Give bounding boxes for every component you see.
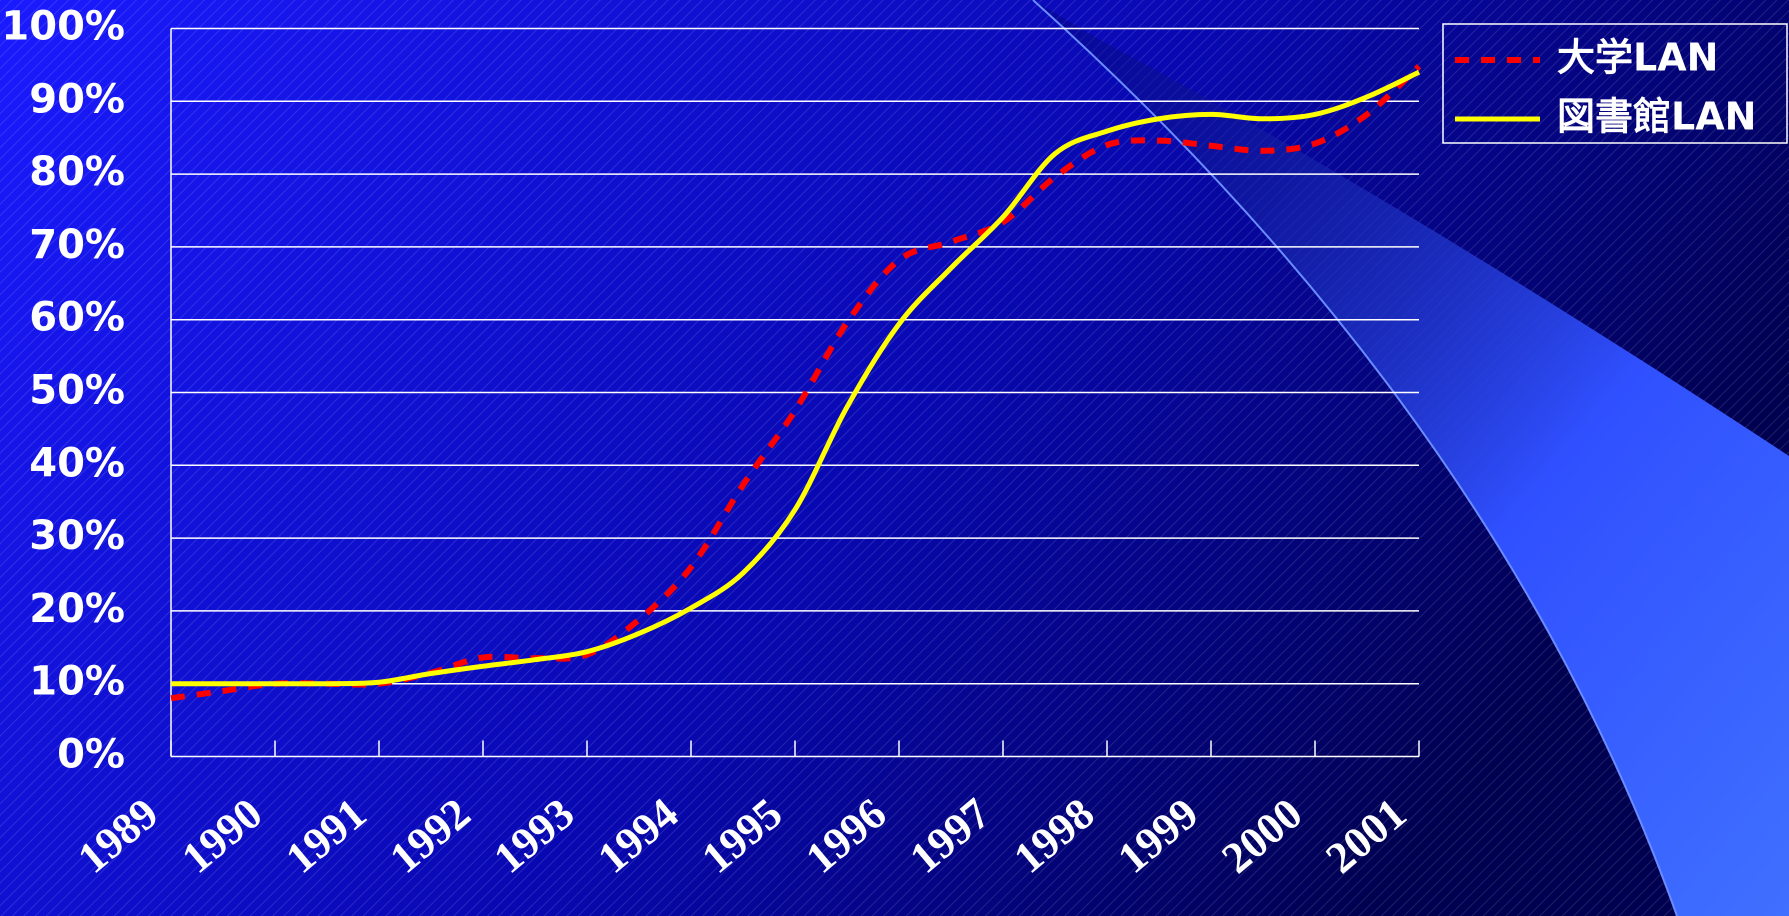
legend-label: 図書館LAN bbox=[1557, 95, 1756, 139]
y-tick-label: 90% bbox=[29, 76, 125, 122]
y-tick-label: 40% bbox=[29, 440, 125, 486]
legend: 大学LAN 図書館LAN bbox=[1442, 23, 1788, 144]
legend-box bbox=[1442, 23, 1788, 144]
y-tick-label: 60% bbox=[29, 295, 125, 341]
series-line bbox=[171, 69, 1421, 687]
y-tick-label: 100% bbox=[1, 4, 125, 50]
y-tick-label: 0% bbox=[57, 732, 125, 778]
y-tick-label: 20% bbox=[29, 586, 125, 632]
legend-label: 大学LAN bbox=[1557, 36, 1718, 80]
y-tick-label: 80% bbox=[29, 149, 125, 195]
swoosh bbox=[1033, 0, 1789, 916]
y-tick-label: 30% bbox=[29, 513, 125, 559]
y-tick-label: 10% bbox=[29, 659, 125, 705]
swoosh-edge bbox=[1032, 0, 1678, 916]
y-tick-label: 70% bbox=[29, 222, 125, 268]
y-tick-label: 50% bbox=[29, 368, 125, 414]
